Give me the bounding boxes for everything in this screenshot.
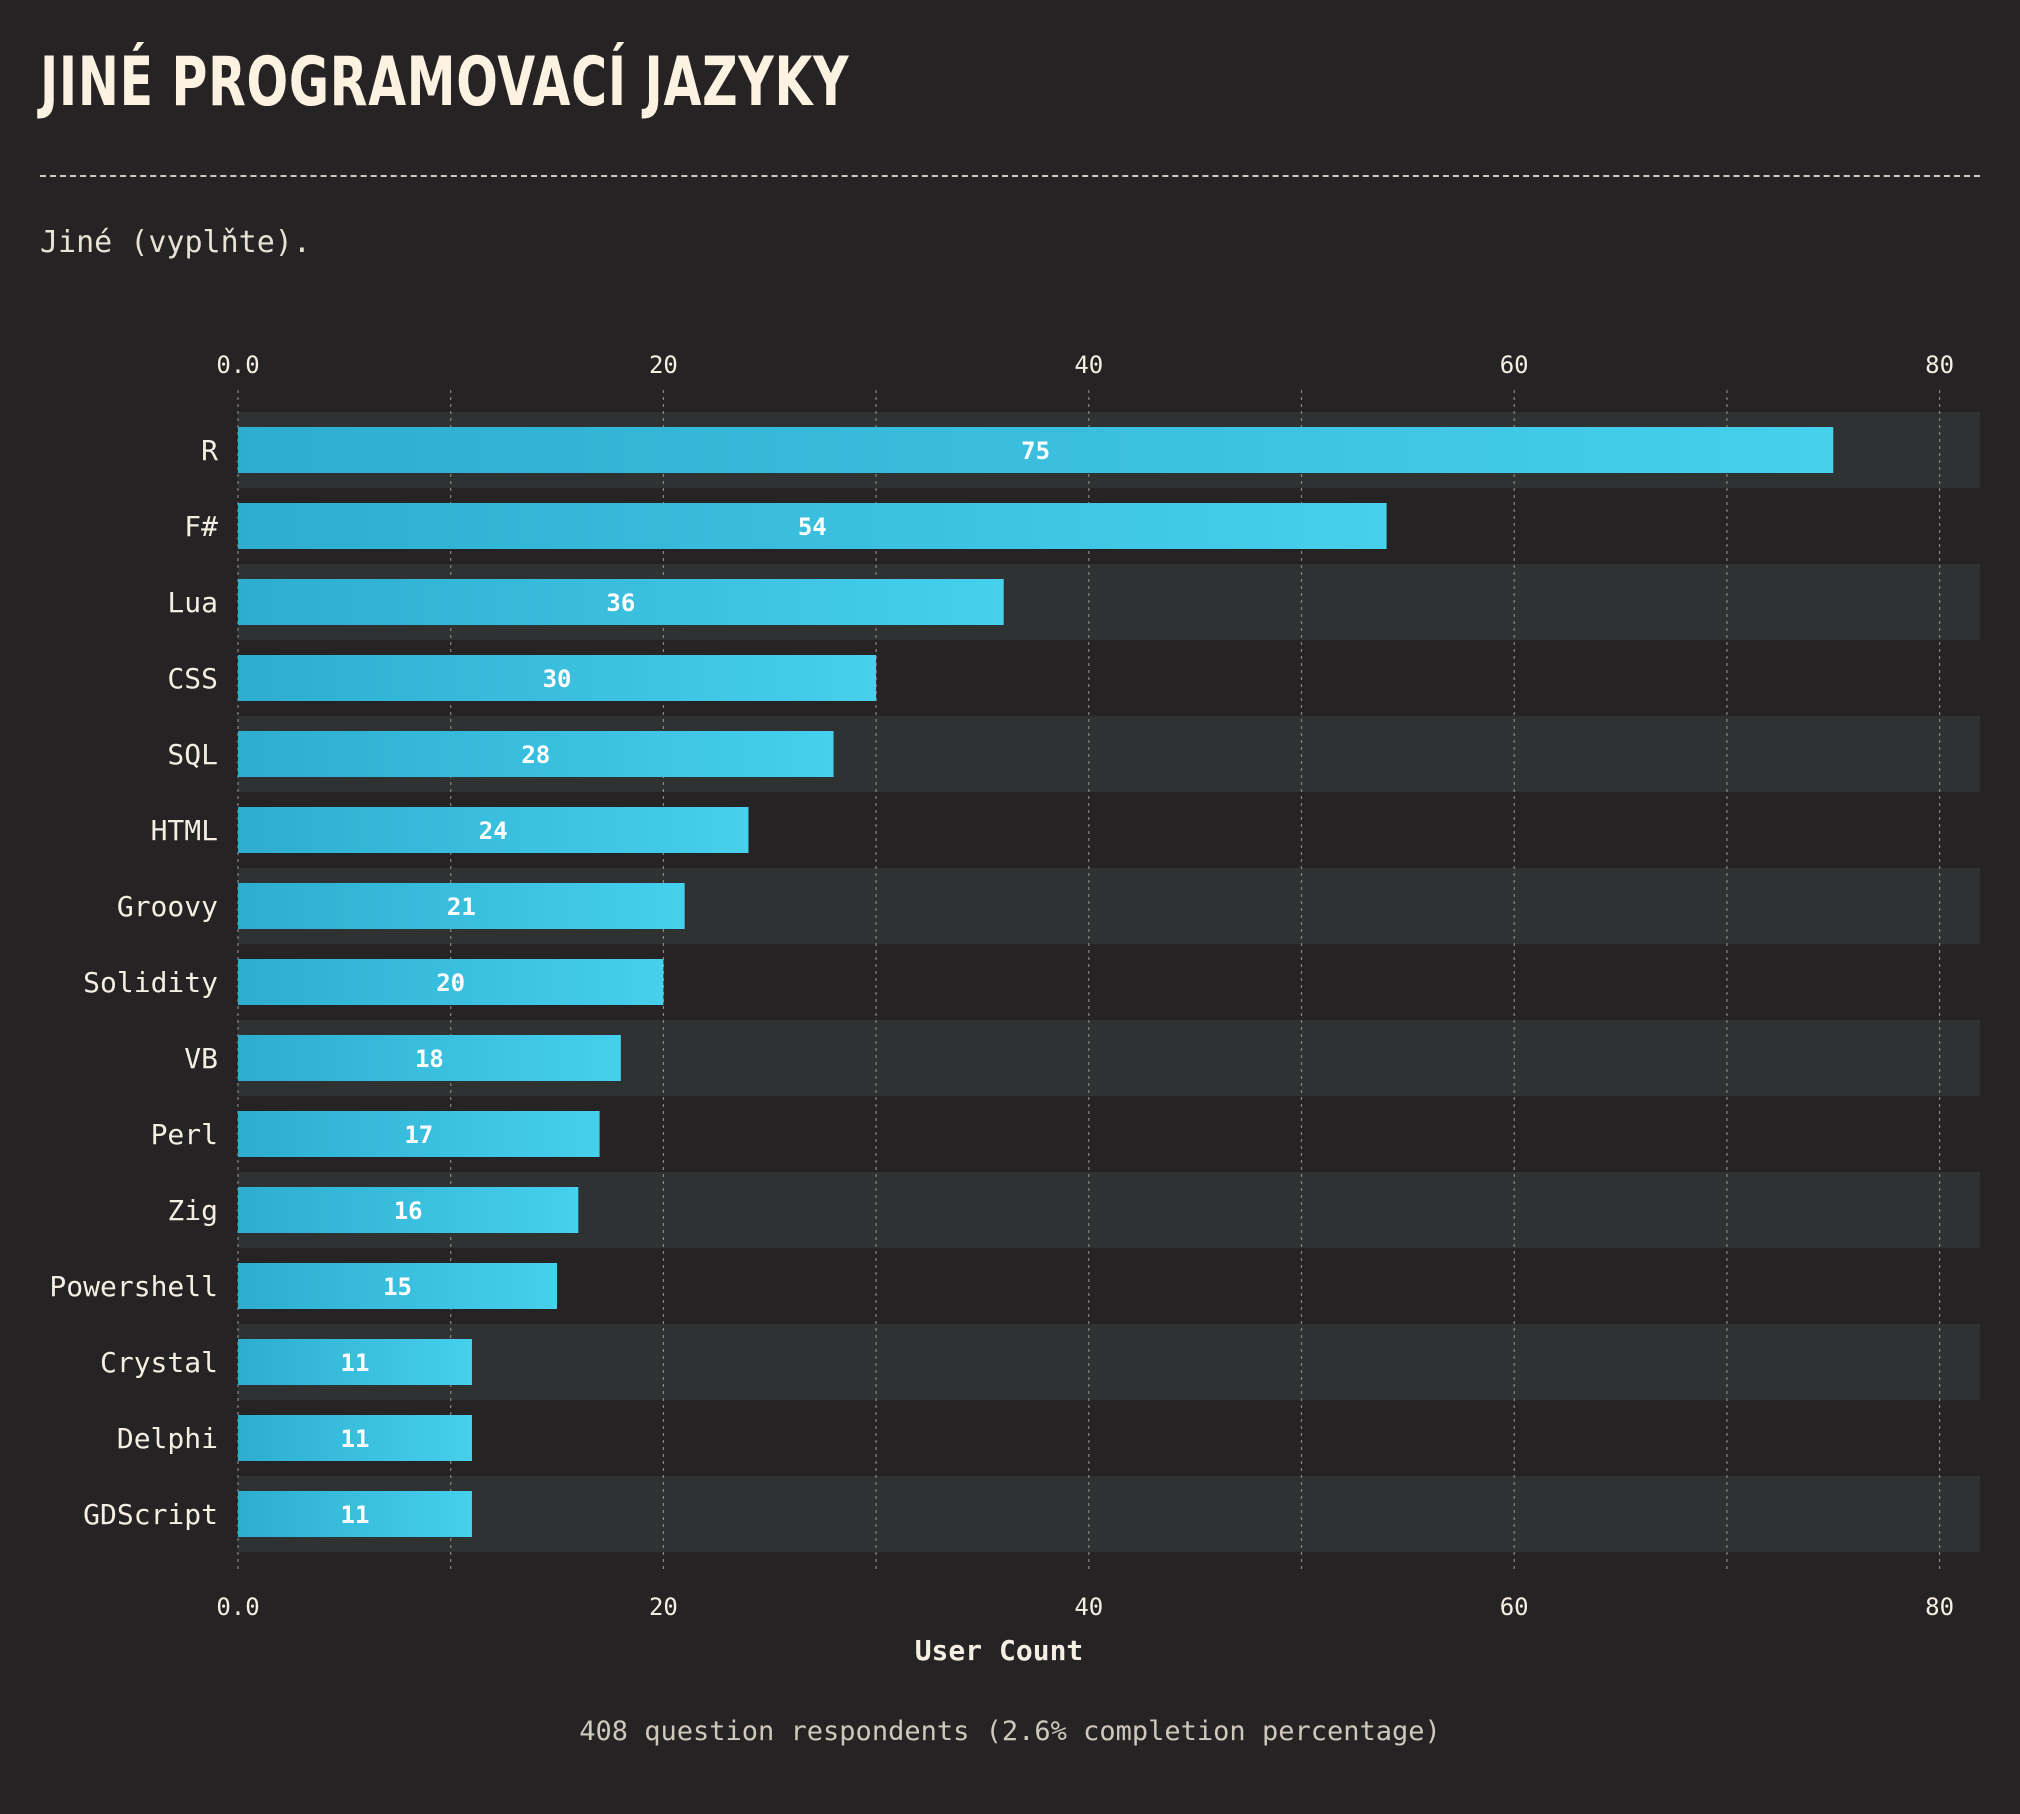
bar xyxy=(238,503,1387,549)
bottom-tick-label: 20 xyxy=(649,1593,678,1621)
bar-value-label: 24 xyxy=(479,817,508,845)
bar xyxy=(238,1415,472,1461)
bar-value-label: 18 xyxy=(415,1045,444,1073)
category-label: CSS xyxy=(167,662,218,695)
bar-value-label: 75 xyxy=(1021,437,1050,465)
bar-value-label: 36 xyxy=(606,589,635,617)
bar-value-label: 17 xyxy=(404,1121,433,1149)
bar-value-label: 20 xyxy=(436,969,465,997)
page-title: JINÉ PROGRAMOVACÍ JAZYKY xyxy=(40,43,850,122)
bottom-tick-label: 80 xyxy=(1925,1593,1954,1621)
bar xyxy=(238,655,877,701)
bar xyxy=(238,427,1834,473)
respondents-note: 408 question respondents (2.6% completio… xyxy=(579,1716,1441,1747)
bar-value-labels: 75 54 36 30 28 24 21 20 18 17 16 15 11 11 11 xyxy=(341,437,1051,1529)
category-label: F# xyxy=(184,510,218,543)
bar xyxy=(238,959,664,1005)
bar-value-label: 30 xyxy=(543,665,572,693)
category-label: Lua xyxy=(167,586,218,619)
bottom-tick-label: 60 xyxy=(1500,1593,1529,1621)
bottom-tick-label: 40 xyxy=(1074,1593,1103,1621)
bar xyxy=(238,1491,472,1537)
category-label: VB xyxy=(184,1042,218,1075)
category-label: Zig xyxy=(167,1194,218,1227)
bar xyxy=(238,1339,472,1385)
bar xyxy=(238,1111,600,1157)
top-axis-ticks: 0.0 20 40 60 80 xyxy=(216,351,1954,379)
top-tick-label: 80 xyxy=(1925,351,1954,379)
category-label: Crystal xyxy=(100,1346,218,1379)
bar xyxy=(238,807,749,853)
bar-value-label: 16 xyxy=(394,1197,423,1225)
bar xyxy=(238,579,1004,625)
top-tick-label: 40 xyxy=(1074,351,1103,379)
bottom-tick-label: 0.0 xyxy=(216,1593,259,1621)
category-label: R xyxy=(201,434,218,467)
bar-value-label: 15 xyxy=(383,1273,412,1301)
chart-subtitle: Jiné (vyplňte). xyxy=(40,225,311,260)
category-label: Solidity xyxy=(83,966,218,999)
category-label: GDScript xyxy=(83,1498,218,1531)
category-label: Delphi xyxy=(117,1422,218,1455)
bar-value-label: 11 xyxy=(341,1425,370,1453)
bottom-axis-ticks: 0.0 20 40 60 80 xyxy=(216,1593,1954,1621)
top-tick-label: 0.0 xyxy=(216,351,259,379)
bar-value-label: 28 xyxy=(521,741,550,769)
bar-value-label: 54 xyxy=(798,513,827,541)
bar xyxy=(238,1263,558,1309)
row-band xyxy=(238,1324,1980,1400)
bar-value-label: 11 xyxy=(341,1349,370,1377)
title-divider xyxy=(40,175,1980,177)
category-label: HTML xyxy=(151,814,218,847)
bar-value-label: 11 xyxy=(341,1501,370,1529)
bar-chart: 75 54 36 30 28 24 21 20 18 17 16 15 11 11 11 R F# Lua CSS… xyxy=(49,351,1980,1667)
category-label: SQL xyxy=(167,738,218,771)
category-label: Powershell xyxy=(49,1270,218,1303)
category-label: Perl xyxy=(151,1118,218,1151)
bar xyxy=(238,883,685,929)
bar xyxy=(238,1187,579,1233)
top-tick-label: 60 xyxy=(1500,351,1529,379)
row-band xyxy=(238,1476,1980,1552)
bar xyxy=(238,1035,621,1081)
bar-value-label: 21 xyxy=(447,893,476,921)
category-label: Groovy xyxy=(117,890,218,923)
bar xyxy=(238,731,834,777)
category-labels: R F# Lua CSS SQL HTML Groovy Solidity VB Perl Zig P… xyxy=(49,434,218,1531)
top-tick-label: 20 xyxy=(649,351,678,379)
bars xyxy=(238,427,1834,1537)
x-axis-label: User Count xyxy=(915,1634,1084,1667)
